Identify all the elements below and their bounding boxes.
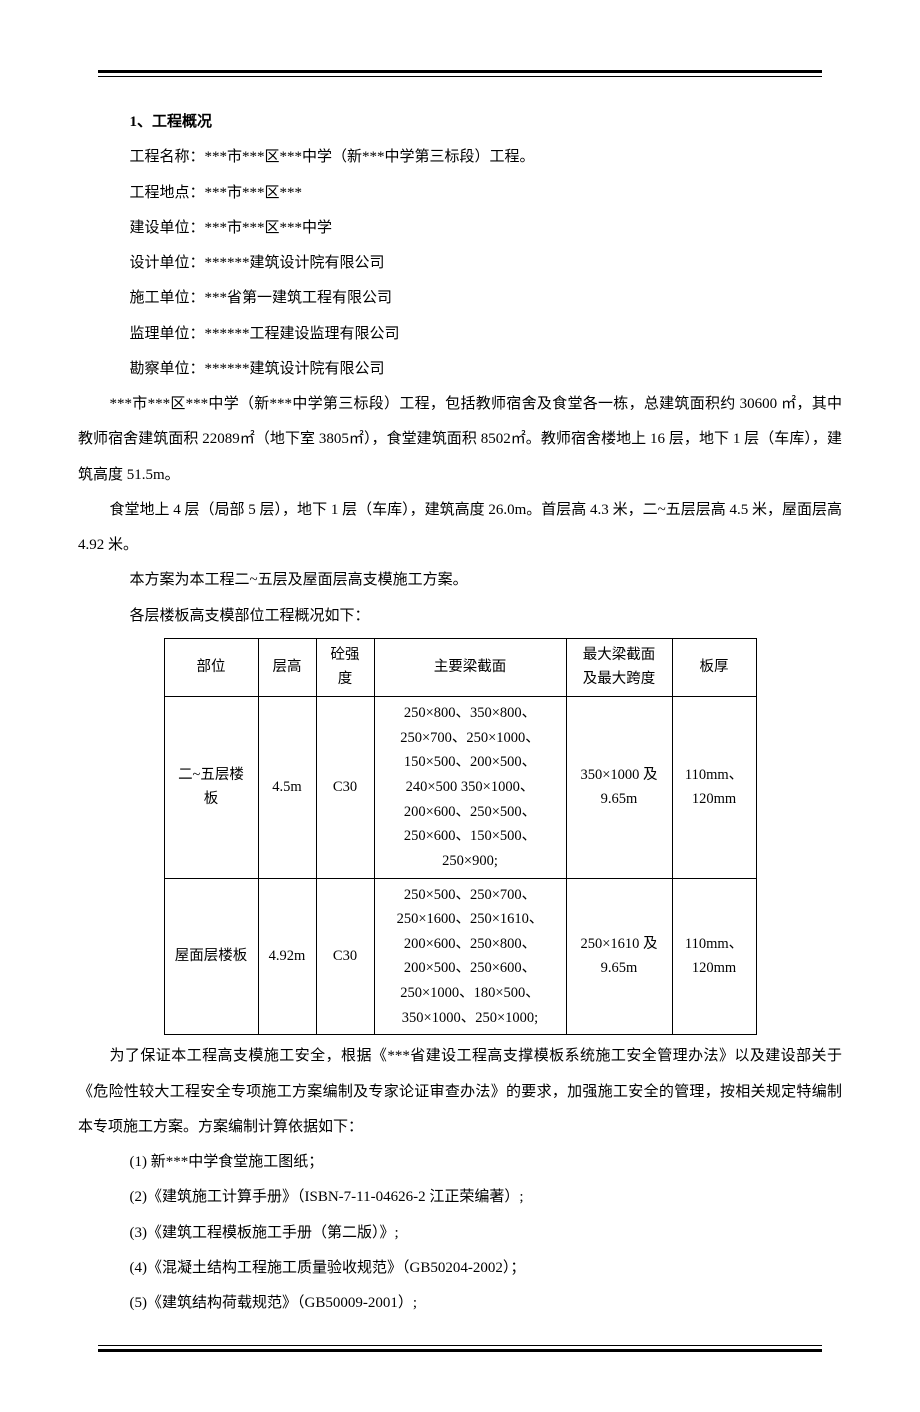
section-heading: 1、工程概况	[98, 105, 822, 140]
ref-item-2: (2)《建筑施工计算手册》（ISBN-7-11-04626-2 江正荣编著）;	[98, 1180, 822, 1215]
ref-item-1: (1) 新***中学食堂施工图纸；	[98, 1145, 822, 1180]
table-row: 二~五层楼板 4.5m C30 250×800、350×800、250×700、…	[164, 697, 756, 878]
td-grade: C30	[316, 697, 374, 878]
para-project-name: 工程名称：***市***区***中学（新***中学第三标段）工程。	[98, 140, 822, 175]
spec-table: 部位 层高 砼强度 主要梁截面 最大梁截面 及最大跨度 板厚 二~五层楼板 4.…	[164, 638, 757, 1036]
th-part: 部位	[164, 638, 258, 696]
td-thk: 110mm、120mm	[672, 697, 756, 878]
para-table-intro: 各层楼板高支模部位工程概况如下：	[98, 599, 822, 634]
para-scope: 本方案为本工程二~五层及屋面层高支模施工方案。	[98, 563, 822, 598]
table-row: 屋面层楼板 4.92m C30 250×500、250×700、250×1600…	[164, 878, 756, 1035]
para-project-location: 工程地点：***市***区***	[98, 176, 822, 211]
td-max: 250×1610 及 9.65m	[566, 878, 672, 1035]
td-grade: C30	[316, 878, 374, 1035]
para-overview-1: ***市***区***中学（新***中学第三标段）工程，包括教师宿舍及食堂各一栋…	[78, 387, 842, 493]
ref-item-5: (5)《建筑结构荷载规范》（GB50009-2001）;	[98, 1286, 822, 1321]
para-overview-2: 食堂地上 4 层（局部 5 层），地下 1 层（车库），建筑高度 26.0m。首…	[78, 493, 842, 564]
th-max-line2: 及最大跨度	[583, 671, 656, 687]
ref-item-3: (3)《建筑工程模板施工手册（第二版）》;	[98, 1216, 822, 1251]
td-main: 250×800、350×800、250×700、250×1000、150×500…	[374, 697, 566, 878]
td-height: 4.92m	[258, 878, 316, 1035]
para-basis-intro: 为了保证本工程高支模施工安全，根据《***省建设工程高支撑模板系统施工安全管理办…	[78, 1039, 842, 1145]
th-grade: 砼强度	[316, 638, 374, 696]
para-survey-unit: 勘察单位：******建筑设计院有限公司	[98, 352, 822, 387]
th-thickness: 板厚	[672, 638, 756, 696]
td-height: 4.5m	[258, 697, 316, 878]
th-max-section: 最大梁截面 及最大跨度	[566, 638, 672, 696]
para-construction-unit: 建设单位：***市***区***中学	[98, 211, 822, 246]
ref-item-4: (4)《混凝土结构工程施工质量验收规范》（GB50204-2002）；	[98, 1251, 822, 1286]
top-rule	[98, 70, 822, 77]
td-part: 屋面层楼板	[164, 878, 258, 1035]
td-thk: 110mm、120mm	[672, 878, 756, 1035]
para-contractor-unit: 施工单位：***省第一建筑工程有限公司	[98, 281, 822, 316]
content: 1、工程概况 工程名称：***市***区***中学（新***中学第三标段）工程。…	[98, 105, 822, 1321]
para-supervision-unit: 监理单位：******工程建设监理有限公司	[98, 317, 822, 352]
td-main: 250×500、250×700、250×1600、250×1610、200×60…	[374, 878, 566, 1035]
page: 1、工程概况 工程名称：***市***区***中学（新***中学第三标段）工程。…	[0, 0, 920, 1412]
td-max: 350×1000 及 9.65m	[566, 697, 672, 878]
th-main-section: 主要梁截面	[374, 638, 566, 696]
th-height: 层高	[258, 638, 316, 696]
td-part: 二~五层楼板	[164, 697, 258, 878]
bottom-rule	[98, 1345, 822, 1352]
table-header-row: 部位 层高 砼强度 主要梁截面 最大梁截面 及最大跨度 板厚	[164, 638, 756, 696]
th-max-line1: 最大梁截面	[583, 647, 656, 663]
para-design-unit: 设计单位：******建筑设计院有限公司	[98, 246, 822, 281]
